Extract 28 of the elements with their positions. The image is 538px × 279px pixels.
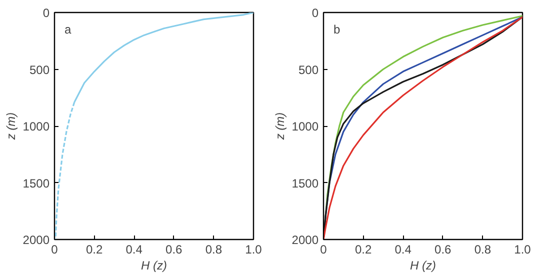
x-tick-label: 0.6	[434, 242, 452, 256]
y-tick-label: 1500	[22, 176, 50, 190]
y-tick-label: 2000	[292, 233, 319, 247]
x-tick-label: 0.4	[126, 242, 143, 256]
y-axis-title: z (m)	[4, 112, 18, 141]
y-tick-label: 500	[29, 62, 50, 77]
y-tick-label: 2000	[22, 233, 50, 247]
y-tick-label: 0	[312, 6, 319, 20]
x-tick-label: 0.6	[166, 242, 183, 256]
x-tick-label: 1.0	[514, 242, 532, 256]
x-axis-title: H (z)	[141, 258, 168, 272]
x-tick-label: 0.8	[205, 242, 222, 256]
x-tick-label: 0	[51, 242, 58, 256]
x-tick-label: 0.4	[394, 242, 412, 256]
y-axis-title: z (m)	[272, 112, 287, 141]
x-axis-title: H (z)	[410, 258, 436, 272]
x-tick-label: 0.8	[474, 242, 492, 256]
y-tick-label: 1000	[22, 120, 50, 134]
annotation: a	[64, 22, 72, 36]
y-tick-label: 1000	[292, 120, 319, 134]
y-tick-label: 500	[298, 62, 319, 77]
x-tick-label: 0	[320, 242, 328, 256]
y-tick-label: 1500	[292, 176, 319, 190]
x-tick-label: 0.2	[86, 242, 103, 256]
x-tick-label: 0.2	[354, 242, 372, 256]
y-tick-label: 0	[42, 6, 50, 20]
x-tick-label: 1.0	[245, 242, 262, 256]
annotation: b	[334, 22, 340, 36]
